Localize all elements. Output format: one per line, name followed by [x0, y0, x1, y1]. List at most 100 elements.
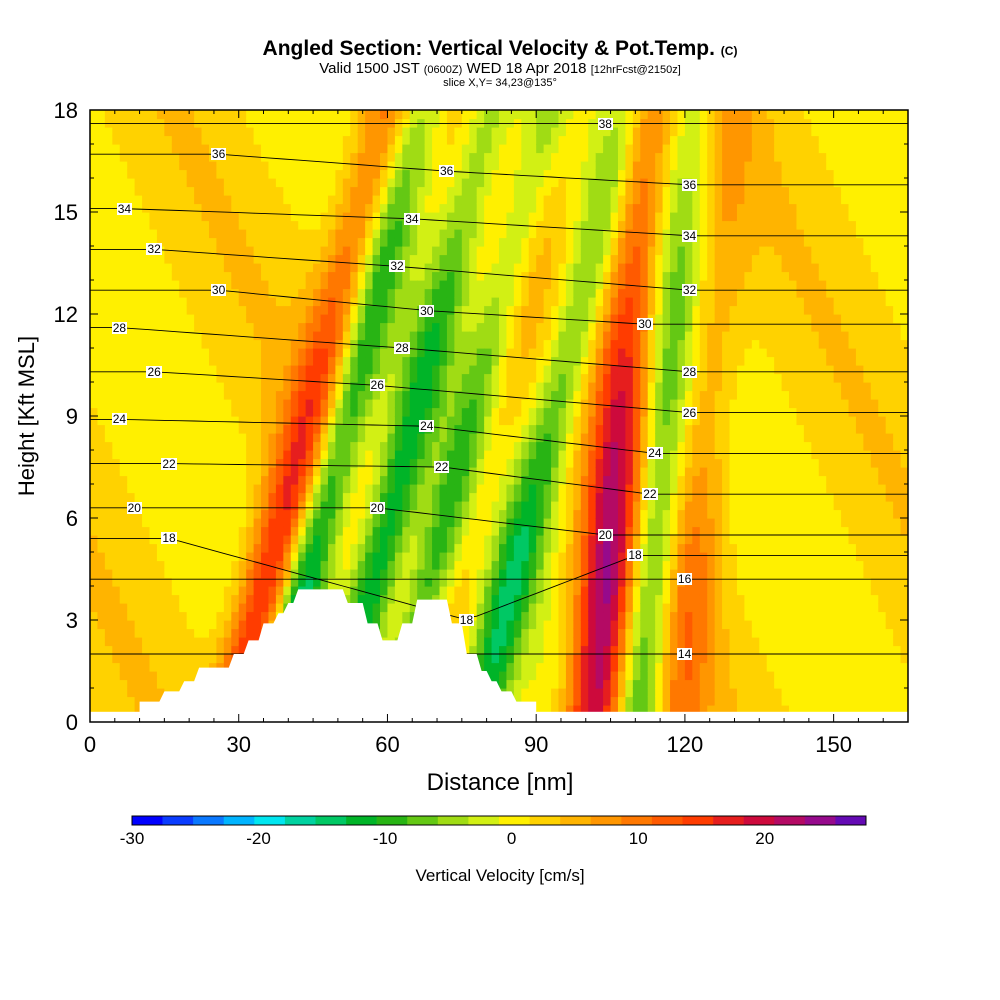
field-cell — [194, 509, 203, 519]
field-cell — [149, 475, 158, 485]
field-cell — [253, 509, 262, 519]
field-cell — [142, 288, 151, 298]
field-cell — [246, 220, 255, 230]
field-cell — [365, 475, 374, 485]
field-cell — [365, 484, 374, 494]
field-cell — [595, 373, 604, 383]
field-cell — [164, 560, 173, 570]
field-cell — [595, 654, 604, 664]
field-cell — [387, 407, 396, 417]
field-cell — [246, 535, 255, 545]
field-cell — [223, 628, 232, 638]
field-cell — [580, 586, 589, 596]
field-cell — [231, 526, 240, 536]
field-cell — [342, 229, 351, 239]
field-cell — [461, 518, 470, 528]
field-cell — [90, 212, 99, 222]
field-cell — [595, 144, 604, 154]
field-cell — [513, 203, 522, 213]
field-cell — [380, 441, 389, 451]
field-cell — [223, 237, 232, 247]
field-cell — [320, 560, 329, 570]
field-cell — [365, 535, 374, 545]
field-cell — [551, 518, 560, 528]
field-cell — [305, 271, 314, 281]
field-cell — [484, 399, 493, 409]
field-cell — [208, 246, 218, 256]
field-cell — [469, 314, 478, 324]
field-cell — [223, 203, 232, 213]
field-cell — [595, 152, 604, 162]
field-cell — [394, 424, 403, 434]
field-cell — [119, 144, 128, 154]
field-cell — [97, 705, 106, 715]
field-cell — [149, 450, 158, 460]
field-cell — [484, 620, 493, 630]
field-cell — [179, 195, 188, 205]
field-cell — [142, 246, 151, 256]
field-cell — [216, 458, 225, 468]
field-cell — [156, 220, 165, 230]
field-cell — [417, 152, 426, 162]
field-cell — [573, 441, 582, 451]
field-cell — [268, 110, 277, 120]
field-cell — [365, 458, 374, 468]
field-cell — [253, 603, 262, 613]
field-cell — [409, 203, 418, 213]
field-cell — [246, 594, 255, 604]
field-cell — [327, 424, 336, 434]
field-cell — [439, 144, 448, 154]
field-cell — [402, 552, 411, 562]
field-cell — [201, 484, 210, 494]
field-cell — [290, 229, 299, 239]
field-cell — [588, 552, 597, 562]
field-cell — [142, 399, 151, 409]
field-cell — [268, 203, 277, 213]
field-cell — [97, 407, 106, 417]
field-cell — [484, 535, 493, 545]
field-cell — [275, 127, 284, 137]
field-cell — [528, 399, 537, 409]
field-cell — [112, 654, 121, 664]
field-cell — [208, 271, 218, 281]
field-cell — [446, 441, 455, 451]
field-cell — [357, 212, 366, 222]
field-cell — [305, 450, 314, 460]
field-cell — [201, 356, 210, 366]
field-cell — [513, 586, 522, 596]
field-cell — [305, 390, 314, 400]
field-cell — [179, 594, 188, 604]
field-cell — [558, 645, 567, 655]
field-cell — [171, 152, 180, 162]
field-cell — [275, 501, 284, 511]
field-cell — [231, 110, 240, 120]
field-cell — [238, 348, 247, 358]
field-cell — [380, 543, 389, 553]
field-cell — [543, 535, 552, 545]
field-cell — [558, 671, 567, 681]
field-cell — [171, 297, 180, 307]
field-cell — [104, 611, 113, 621]
field-cell — [283, 407, 292, 417]
field-cell — [298, 399, 307, 409]
field-cell — [580, 628, 589, 638]
field-cell — [261, 212, 270, 222]
field-cell — [402, 535, 411, 545]
field-cell — [186, 331, 195, 341]
field-cell — [246, 263, 255, 273]
field-cell — [558, 603, 567, 613]
field-cell — [558, 110, 567, 120]
field-cell — [112, 390, 121, 400]
field-cell — [261, 237, 270, 247]
field-cell — [164, 186, 173, 196]
field-cell — [268, 577, 277, 587]
field-cell — [194, 212, 203, 222]
field-cell — [476, 645, 485, 655]
field-cell — [484, 407, 493, 417]
field-cell — [134, 339, 143, 349]
field-cell — [565, 560, 574, 570]
field-cell — [342, 365, 351, 375]
field-cell — [201, 603, 210, 613]
field-cell — [484, 475, 493, 485]
field-cell — [580, 475, 589, 485]
